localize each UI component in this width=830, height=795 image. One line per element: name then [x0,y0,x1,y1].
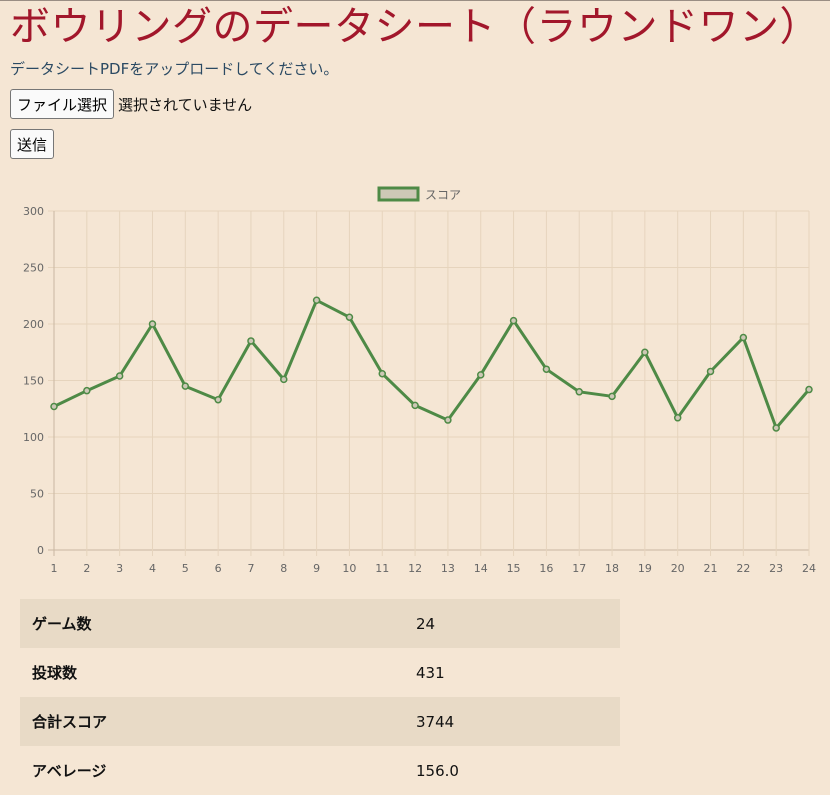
x-tick-label: 5 [182,562,189,575]
data-point [805,385,813,394]
chart-legend: スコア [377,186,461,202]
upload-instruction: データシートPDFをアップロードしてください。 [10,60,339,78]
page-title: ボウリングのデータシート（ラウンドワン） [10,4,820,50]
stat-label-games: ゲーム数 [20,599,404,648]
stat-value-total: 3744 [404,697,620,746]
x-tick-label: 15 [507,562,521,575]
data-point [411,401,419,410]
stat-label-total: 合計スコア [20,697,404,746]
data-point [247,337,255,345]
data-point [509,316,518,325]
x-tick-label: 23 [769,562,783,575]
data-point [608,392,616,401]
data-point [772,424,780,432]
x-tick-label: 7 [247,562,254,575]
data-point [706,367,715,376]
stat-value-throws: 431 [416,663,445,682]
x-tick-label: 1 [51,562,58,575]
x-tick-label: 14 [474,562,488,575]
x-tick-label: 2 [83,562,90,575]
table-row: ゲーム数 24 [20,599,620,648]
x-tick-label: 17 [572,562,586,575]
x-tick-label: 8 [280,562,287,575]
stat-value-average: 156.0 [416,761,459,780]
stat-label-average: アベレージ [32,762,107,780]
legend-swatch [377,186,420,202]
x-tick-label: 18 [605,562,619,575]
x-tick-label: 4 [149,562,156,575]
data-point [575,388,583,396]
data-point [312,296,321,305]
x-tick-label: 6 [215,562,222,575]
x-tick-label: 20 [671,562,685,575]
legend-label: スコア [425,188,461,202]
data-point [378,369,387,378]
y-axis: 0 50 100 150 200 250 300 [23,205,44,557]
table-row: アベレージ 156.0 [20,746,620,795]
data-point [476,371,485,379]
data-point [83,386,91,395]
x-tick-label: 11 [375,562,389,575]
data-point [739,333,748,342]
chart-grid [48,210,810,556]
data-point [673,414,682,422]
data-point [641,348,649,356]
data-point [214,395,222,404]
file-status-text: 選択されていません [118,95,253,114]
x-tick-label: 22 [736,562,750,575]
data-point [345,313,354,321]
data-point [50,402,58,411]
y-tick-label: 0 [37,544,44,557]
stats-table: ゲーム数 24 投球数 431 合計スコア 3744 アベレージ 156.0 [20,599,620,795]
x-tick-label: 12 [408,562,422,575]
data-point [115,372,124,380]
x-tick-label: 24 [802,562,816,575]
x-tick-label: 9 [313,562,320,575]
y-tick-label: 100 [23,431,44,444]
y-tick-label: 150 [23,375,44,388]
data-point [280,375,288,384]
x-tick-label: 13 [441,562,455,575]
x-axis: 1 2 3 4 5 6 7 8 9 10 11 12 13 14 15 16 17 18 19 20 21 22 23 24 [51,562,817,575]
table-row: 投球数 431 [20,648,620,697]
data-point [181,382,190,390]
x-tick-label: 16 [539,562,553,575]
data-point [148,320,157,328]
series-line-score [53,298,811,430]
table-row: 合計スコア 3744 [20,697,620,746]
data-point [444,416,452,424]
x-tick-label: 10 [342,562,356,575]
stat-label-throws: 投球数 [32,664,78,682]
y-tick-label: 300 [23,205,44,218]
x-tick-label: 21 [704,562,718,575]
x-tick-label: 3 [116,562,123,575]
choose-file-button[interactable]: ファイル選択 [10,89,115,119]
y-tick-label: 200 [23,318,44,331]
y-tick-label: 250 [23,262,44,275]
y-tick-label: 50 [30,488,44,501]
submit-button[interactable]: 送信 [10,129,55,159]
x-tick-label: 19 [638,562,652,575]
top-border [0,0,830,1]
file-input[interactable]: ファイル選択 選択されていません [10,89,252,119]
chart-series [50,296,813,432]
stat-value-games: 24 [404,599,620,648]
data-point [542,365,551,373]
